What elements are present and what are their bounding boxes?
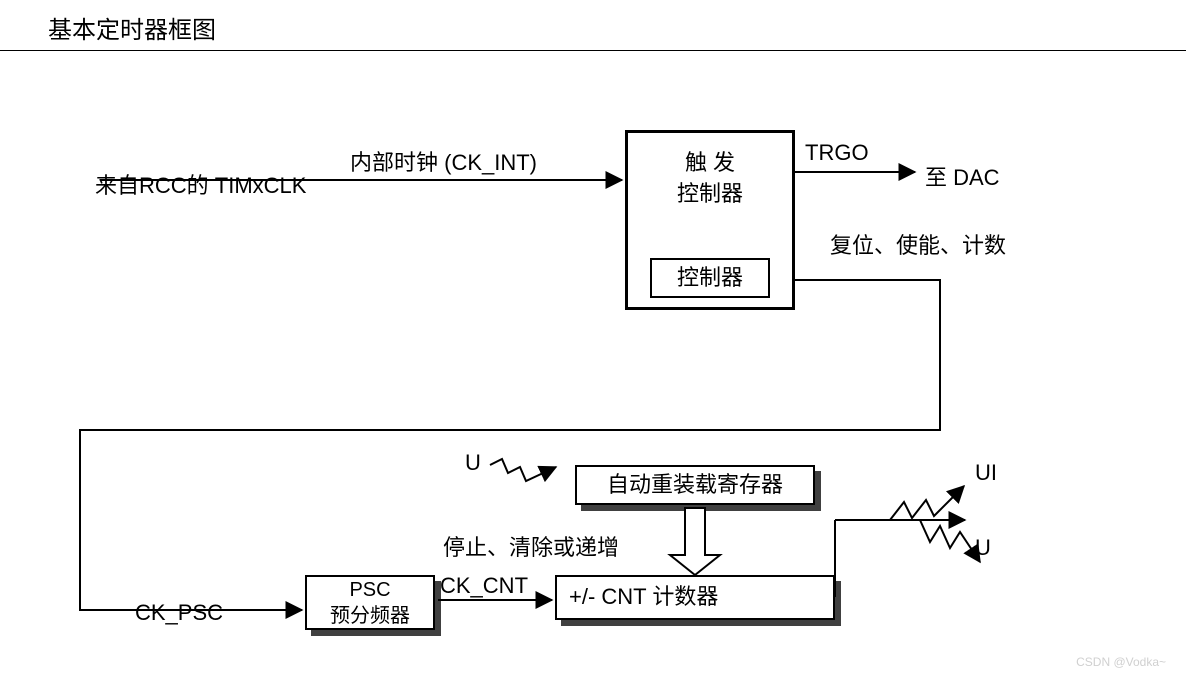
psc-box: PSC 预分频器 bbox=[305, 575, 435, 630]
ck-int-label: 内部时钟 (CK_INT) bbox=[350, 145, 537, 177]
title-divider bbox=[0, 50, 1186, 51]
ck-cnt-label: CK_CNT bbox=[440, 573, 528, 599]
reset-enable-label: 复位、使能、计数 bbox=[830, 228, 1006, 260]
squiggle-ui bbox=[890, 486, 964, 520]
cnt-label: +/- CNT 计数器 bbox=[557, 577, 845, 618]
auto-reload-box: 自动重装载寄存器 bbox=[575, 465, 815, 505]
cnt-box: +/- CNT 计数器 bbox=[555, 575, 835, 620]
trigger-controller-label: 触 发 控制器 bbox=[628, 148, 792, 210]
squiggle-u2 bbox=[920, 520, 980, 562]
controller-box: 控制器 bbox=[650, 258, 770, 298]
squiggle-u-autoreload bbox=[490, 459, 556, 481]
controller-label: 控制器 bbox=[652, 260, 768, 296]
watermark: CSDN @Vodka~ bbox=[1076, 655, 1166, 669]
timxclk-label: 来自RCC的 TIMxCLK bbox=[95, 168, 306, 200]
ui-label: UI bbox=[975, 460, 997, 486]
diagram-title: 基本定时器框图 bbox=[48, 10, 216, 45]
ck-psc-label: CK_PSC bbox=[135, 600, 223, 626]
u2-label: U bbox=[975, 535, 991, 561]
auto-reload-label: 自动重装载寄存器 bbox=[577, 467, 813, 503]
to-dac-label: 至 DAC bbox=[925, 160, 1000, 192]
hollow-arrow-autoreload-to-cnt bbox=[670, 508, 720, 575]
psc-label: PSC 预分频器 bbox=[307, 577, 433, 628]
u1-label: U bbox=[465, 450, 481, 476]
trgo-label: TRGO bbox=[805, 140, 869, 166]
diagram-canvas: 基本定时器框图 触 发 控制器 控制器 自动重装载寄存器 PSC 预分频器 +/… bbox=[0, 0, 1186, 679]
stop-clear-label: 停止、清除或递增 bbox=[443, 530, 619, 562]
